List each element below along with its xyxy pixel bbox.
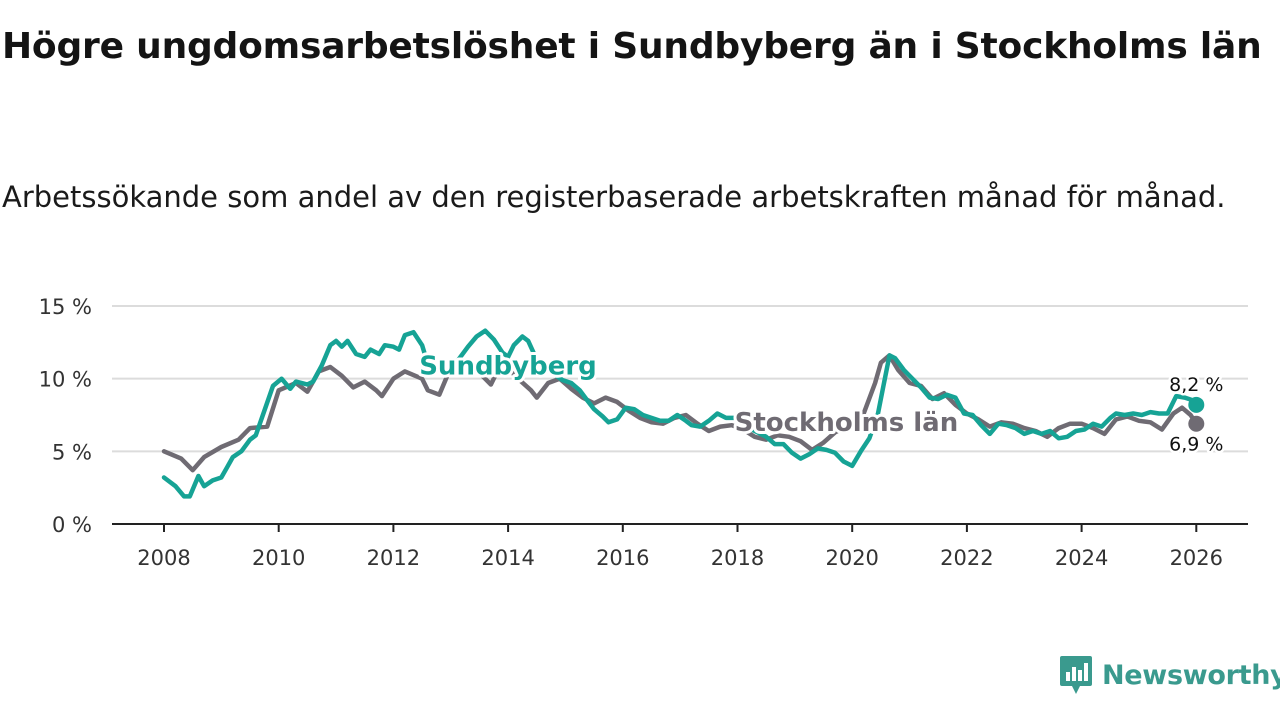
x-tick-label: 2008: [137, 546, 190, 570]
x-tick-label: 2010: [252, 546, 305, 570]
x-tick-label: 2020: [825, 546, 878, 570]
end-marker: [1188, 396, 1205, 413]
series-lines: [161, 328, 1199, 499]
series-label-sundbyberg: Sundbyberg: [419, 351, 597, 381]
y-tick-label: 15 %: [39, 295, 92, 319]
series-labels: Stockholms län Sundbyberg: [416, 348, 961, 441]
end-value-label: 6,9 %: [1169, 434, 1223, 456]
x-axis-ticks: 2008 2010 2012 2014 2016 2018 2020 2022 2024 2026: [137, 524, 1223, 570]
x-tick-label: 2024: [1055, 546, 1108, 570]
y-tick-label: 10 %: [39, 368, 92, 392]
x-tick-label: 2026: [1170, 546, 1223, 570]
x-tick-label: 2012: [367, 546, 420, 570]
end-value-label: 8,2 %: [1169, 374, 1223, 396]
brand-name: Newsworthy: [1102, 659, 1280, 691]
x-tick-label: 2018: [711, 546, 764, 570]
series-label-stockholms-län: Stockholms län: [735, 408, 959, 438]
gridlines: [112, 305, 1248, 453]
newsworthy-logo-icon: [1060, 656, 1092, 694]
chart-subtitle: Arbetssökande som andel av den registerb…: [2, 180, 1226, 214]
x-tick-label: 2014: [481, 546, 534, 570]
end-markers: 6,9 % 8,2 %: [1167, 371, 1226, 458]
y-tick-label: 5 %: [52, 440, 92, 464]
y-axis-ticks: 0 % 5 % 10 % 15 %: [39, 295, 92, 537]
x-tick-label: 2016: [596, 546, 649, 570]
x-tick-label: 2022: [940, 546, 993, 570]
series-line-sundbyberg: [161, 328, 1199, 499]
y-tick-label: 0 %: [52, 513, 92, 537]
line-chart: 0 %5 %10 %15 % Stockholms länSundbyberg …: [39, 295, 1248, 570]
end-marker: [1188, 415, 1205, 432]
chart-title: Högre ungdomsarbetslöshet i Sundbyberg ä…: [2, 26, 1262, 67]
newsworthy-logo: Newsworthy: [1058, 652, 1280, 698]
